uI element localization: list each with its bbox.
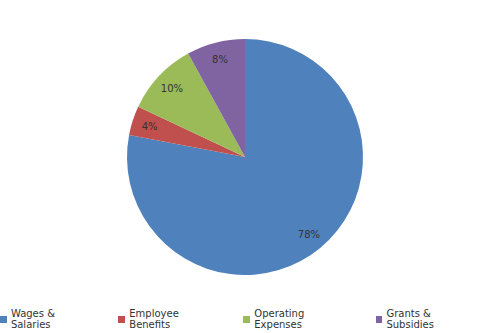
html-text:Wages & Salaries: Wages & Salaries: [10, 308, 55, 330]
svg-text:8%: 8%: [212, 54, 228, 65]
svg-text:78%: 78%: [298, 229, 320, 240]
svg-text:4%: 4%: [142, 121, 158, 132]
svg-text:10%: 10%: [161, 83, 183, 94]
html-text:Operating Expenses: Operating Expenses: [254, 308, 305, 330]
html-text:Grants & Subsidies: Grants & Subsidies: [386, 308, 434, 330]
html-text:Employee Benefits: Employee Benefits: [129, 308, 179, 330]
